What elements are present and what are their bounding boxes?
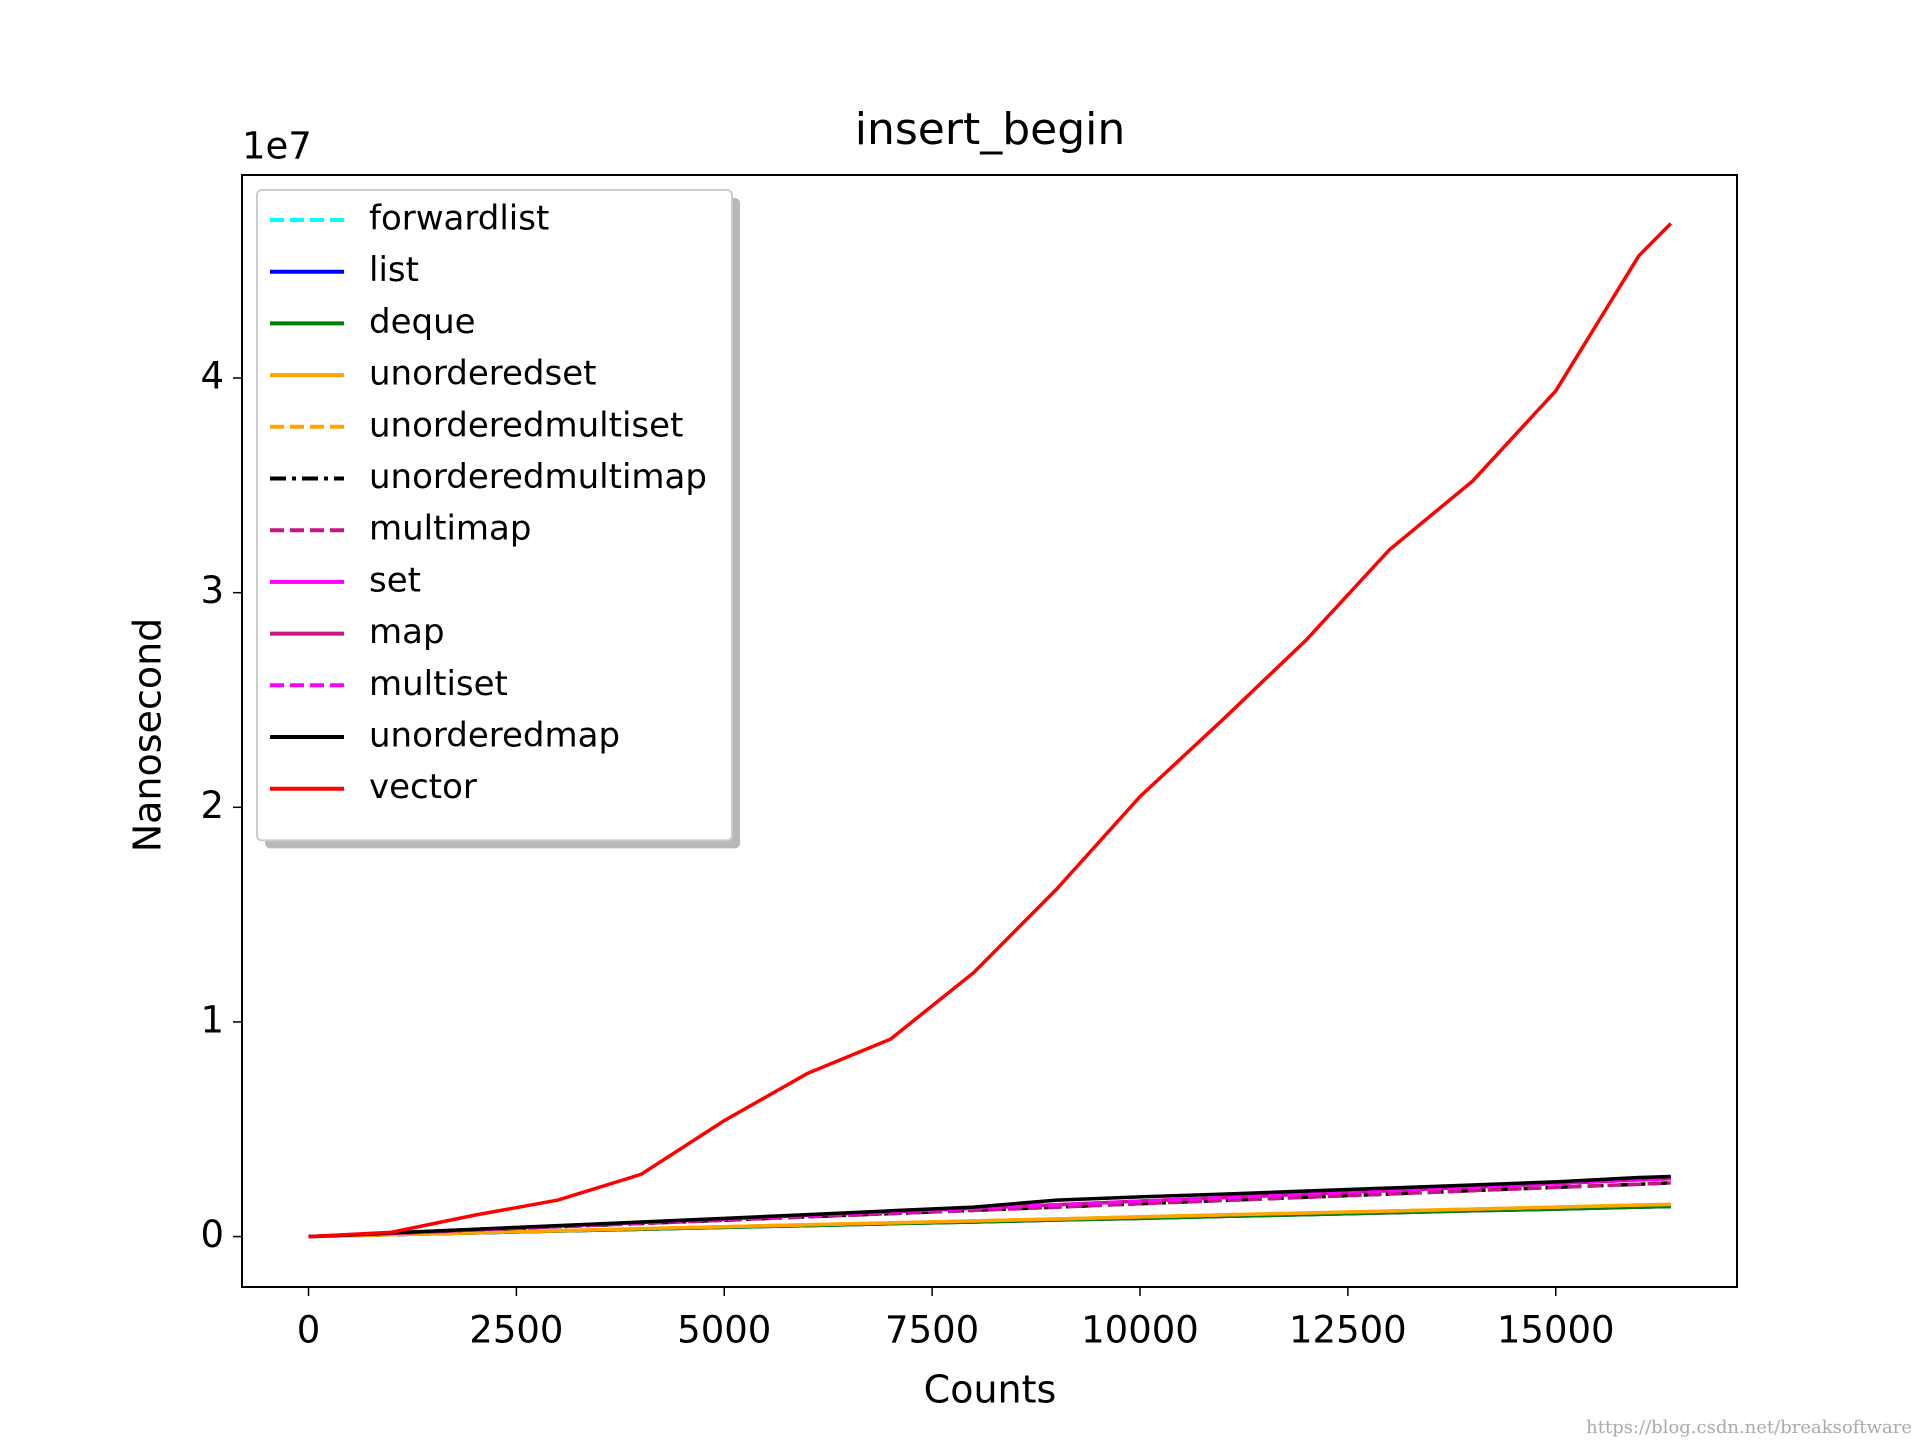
x-tick-label: 5000	[677, 1309, 771, 1352]
series-line	[308, 1202, 1671, 1239]
chart-title: insert_begin	[855, 104, 1126, 155]
legend-label: multimap	[369, 509, 531, 549]
y-offset-label: 1e7	[242, 125, 312, 168]
legend-box	[256, 189, 733, 842]
x-tick-label: 0	[297, 1309, 321, 1352]
x-axis-label: Counts	[924, 1368, 1057, 1412]
series-line	[308, 1181, 1671, 1239]
y-axis-label: Nanosecond	[126, 618, 170, 853]
legend-label: multiset	[369, 664, 508, 704]
legend-label: deque	[369, 302, 476, 342]
legend-label: set	[369, 560, 421, 600]
y-tick-label: 1	[200, 998, 224, 1041]
series-line	[308, 222, 1673, 1239]
plot-frame	[241, 174, 1738, 1288]
y-tick-label: 4	[200, 355, 224, 398]
x-tick-label: 7500	[885, 1309, 979, 1352]
legend-label: unorderedmap	[369, 716, 620, 756]
y-tick-label: 0	[200, 1213, 224, 1256]
x-tick-label: 2500	[469, 1309, 563, 1352]
series-line	[308, 1176, 1671, 1239]
watermark: https://blog.csdn.net/breaksoftware	[1586, 1417, 1912, 1438]
legend-label: vector	[369, 767, 477, 807]
x-tick-label: 10000	[1081, 1309, 1199, 1352]
series-line	[308, 1174, 1671, 1239]
legend-label: unorderedmultimap	[369, 457, 707, 497]
x-tick-label: 12500	[1289, 1309, 1407, 1352]
legend-label: unorderedmultiset	[369, 405, 683, 445]
legend-label: list	[369, 250, 419, 290]
y-tick-label: 2	[200, 784, 224, 827]
y-tick-label: 3	[200, 569, 224, 612]
x-tick-label: 15000	[1497, 1309, 1615, 1352]
legend-label: unorderedset	[369, 354, 596, 394]
legend-label: forwardlist	[369, 199, 549, 239]
legend-label: map	[369, 612, 445, 652]
